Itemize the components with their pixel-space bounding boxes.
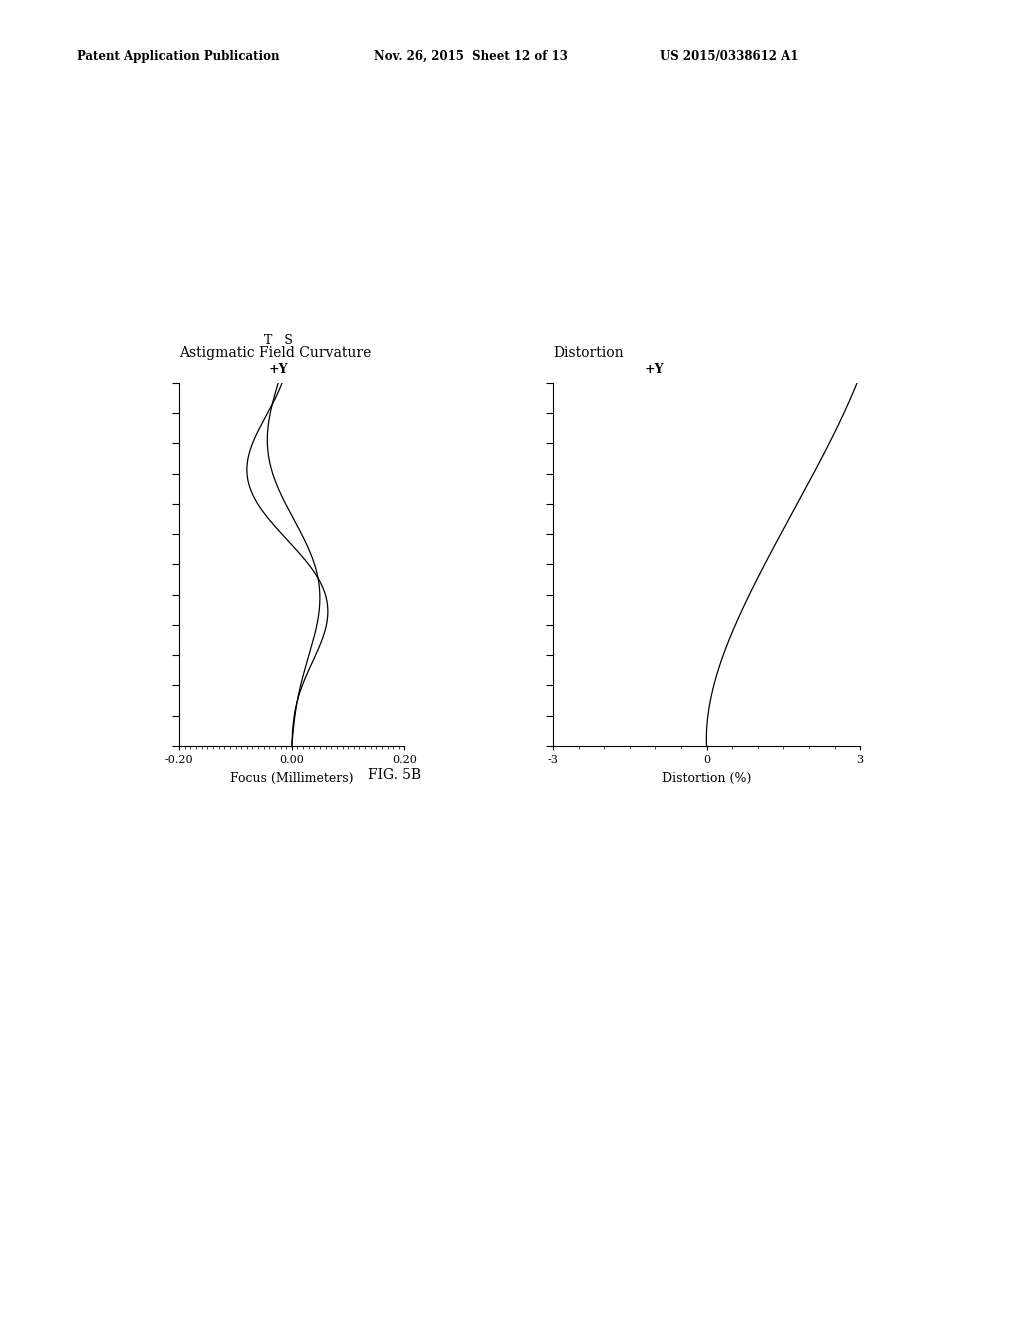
Text: Distortion: Distortion [553, 346, 624, 360]
Text: FIG. 5B: FIG. 5B [368, 768, 421, 783]
Text: T   S: T S [264, 334, 293, 346]
Text: Nov. 26, 2015  Sheet 12 of 13: Nov. 26, 2015 Sheet 12 of 13 [374, 50, 567, 63]
Text: +Y: +Y [268, 363, 288, 376]
X-axis label: Distortion (%): Distortion (%) [662, 772, 752, 785]
X-axis label: Focus (Millimeters): Focus (Millimeters) [230, 772, 353, 785]
Text: Astigmatic Field Curvature: Astigmatic Field Curvature [179, 346, 372, 360]
Text: US 2015/0338612 A1: US 2015/0338612 A1 [660, 50, 799, 63]
Text: +Y: +Y [644, 363, 665, 376]
Text: Patent Application Publication: Patent Application Publication [77, 50, 280, 63]
